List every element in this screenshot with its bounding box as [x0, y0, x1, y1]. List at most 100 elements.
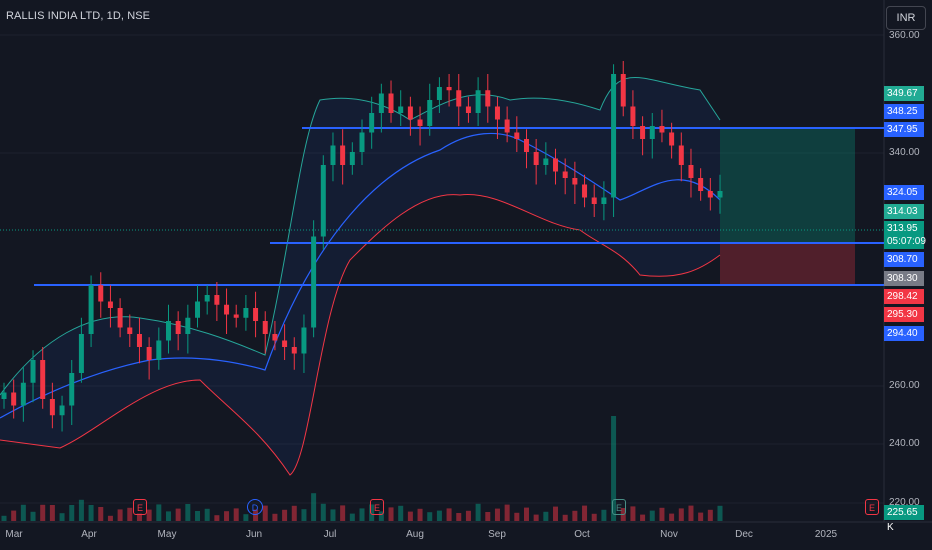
candle-body — [523, 139, 529, 152]
price-label: 324.05 — [884, 185, 924, 200]
candle-body — [272, 334, 278, 341]
volume-bar — [59, 513, 65, 521]
currency-button[interactable]: INR — [886, 6, 926, 30]
candle-body — [485, 90, 491, 107]
candle-body — [533, 152, 539, 165]
volume-bar — [649, 510, 655, 521]
volume-bar — [127, 507, 133, 521]
last-price-label: 313.95 05:07:09 — [884, 221, 926, 249]
candle-body — [630, 106, 636, 126]
candle-body — [504, 119, 510, 133]
candle-body — [330, 145, 336, 165]
price-label: 348.25 — [884, 104, 924, 119]
y-tick: 220.00 — [889, 497, 920, 508]
x-tick: May — [157, 529, 177, 540]
volume-bar — [98, 507, 104, 521]
candle-body — [282, 340, 288, 347]
volume-bar — [582, 505, 588, 521]
price-label: 294.40 — [884, 326, 924, 341]
candle-body — [717, 191, 723, 198]
candle-body — [427, 100, 433, 126]
price-label: 314.03 — [884, 204, 924, 219]
volume-bar — [388, 507, 394, 521]
candle-body — [301, 327, 307, 354]
candle-body — [378, 93, 384, 113]
volume-bar — [311, 493, 317, 521]
volume-bar — [707, 509, 713, 521]
volume-bar — [146, 509, 152, 521]
candle-body — [156, 340, 162, 360]
candle-body — [640, 126, 646, 139]
volume-bars — [1, 416, 723, 521]
candle-body — [243, 308, 249, 318]
candle-body — [417, 119, 423, 126]
candle-body — [369, 113, 375, 133]
candle-body — [253, 308, 259, 321]
volume-label: 225.65 K — [884, 505, 924, 533]
candle-body — [611, 74, 617, 198]
volume-bar — [630, 506, 636, 521]
volume-bar — [20, 504, 26, 521]
volume-bar — [320, 503, 326, 521]
x-tick: Mar — [5, 529, 23, 540]
candle-body — [214, 295, 220, 305]
candle-body — [543, 158, 549, 165]
volume-bar — [611, 416, 617, 521]
price-label: 308.30 — [884, 271, 924, 286]
candle-body — [436, 87, 442, 100]
volume-bar — [107, 515, 113, 521]
volume-bar — [233, 508, 239, 521]
candle-body — [407, 106, 413, 120]
volume-bar — [485, 512, 491, 521]
volume-bar — [175, 508, 181, 521]
x-tick: Dec — [735, 529, 753, 540]
candle-body — [98, 285, 104, 302]
earnings-event-icon[interactable]: E — [133, 499, 147, 515]
candle-body — [185, 317, 191, 334]
candle-body — [78, 334, 84, 373]
volume-bar — [165, 511, 171, 521]
x-tick: Jun — [245, 529, 263, 540]
volume-bar — [195, 511, 201, 521]
candle-body — [311, 236, 317, 328]
volume-bar — [669, 513, 675, 521]
candle-body — [69, 373, 75, 406]
y-tick: 260.00 — [889, 380, 920, 391]
volume-bar — [417, 508, 423, 521]
candle-body — [688, 165, 694, 178]
candle-body — [117, 308, 123, 328]
candle-body — [514, 132, 520, 139]
volume-bar — [572, 510, 578, 521]
stop-zone — [720, 243, 855, 285]
candle-body — [582, 184, 588, 198]
candle-body — [88, 285, 94, 334]
price-label: 308.70 — [884, 252, 924, 267]
candle-body — [204, 295, 210, 302]
x-tick: Sep — [488, 529, 506, 540]
volume-bar — [78, 499, 84, 521]
price-label: 347.95 — [884, 122, 924, 137]
volume-bar — [185, 504, 191, 521]
candle-body — [601, 197, 607, 204]
earnings-event-icon[interactable]: E — [612, 499, 626, 515]
volume-bar — [465, 510, 471, 521]
bollinger-fill — [0, 77, 720, 475]
volume-bar — [262, 505, 268, 521]
earnings-event-icon[interactable]: E — [370, 499, 384, 515]
volume-bar — [349, 513, 355, 521]
earnings-event-icon[interactable]: E — [865, 499, 879, 515]
candle-body — [359, 132, 365, 152]
volume-bar — [204, 508, 210, 521]
volume-bar — [514, 512, 520, 521]
candle-body — [572, 178, 578, 185]
volume-bar — [543, 511, 549, 521]
candle-body — [494, 106, 500, 120]
volume-bar — [698, 512, 704, 521]
candle-body — [398, 106, 404, 113]
volume-bar — [678, 508, 684, 521]
volume-bar — [117, 509, 123, 521]
price-label: 349.67 — [884, 86, 924, 101]
dividend-event-icon[interactable]: D — [247, 499, 263, 515]
volume-bar — [640, 514, 646, 521]
